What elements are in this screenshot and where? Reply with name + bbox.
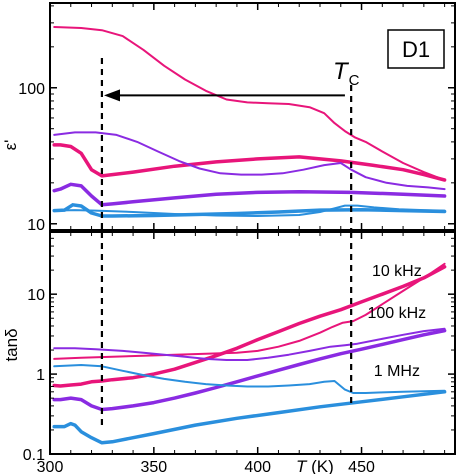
series-line-10-khz-cooling <box>52 143 447 182</box>
top-panel: 10 100 D1 TC ε' <box>1 2 456 234</box>
x-tick-label: 300 <box>37 459 64 474</box>
series-line-1-mhz-heating <box>53 364 446 394</box>
series-line-1-mhz-cooling <box>52 203 447 218</box>
series-line-10-khz-cooling <box>52 265 447 388</box>
x-axis-unit: (K) <box>306 457 333 474</box>
top-panel-frame <box>49 2 456 231</box>
bottom-y-axis-title: tanδ <box>2 328 21 361</box>
series-line-1-mhz-heating <box>53 204 446 217</box>
y-tick-label: 100 <box>18 81 45 98</box>
tc-label-subscript: C <box>349 72 360 89</box>
x-tick-label: 450 <box>348 459 375 474</box>
y-tick-label: 1 <box>36 367 45 384</box>
series-line-10-khz-heating <box>53 262 446 360</box>
frequency-label: 100 kHz <box>367 305 426 322</box>
y-tick-label: 0.1 <box>23 447 45 464</box>
tc-label: TC <box>333 58 360 89</box>
series-line-100-khz-cooling <box>52 182 447 207</box>
y-tick-label: 10 <box>27 287 45 304</box>
frequency-label: 1 MHz <box>374 363 420 380</box>
top-y-axis-title: ε' <box>1 140 20 151</box>
bottom-panel-frame <box>49 231 456 455</box>
bottom-panel: 0.1 1 10 300 350 400 450 10 kHz 100 kHz 1 MHz ta… <box>2 231 456 474</box>
top-series-group <box>52 26 447 218</box>
frequency-labels: 10 kHz 100 kHz 1 MHz <box>367 263 426 380</box>
x-tick-label: 350 <box>140 459 167 474</box>
x-axis-title: T (K) <box>296 457 334 474</box>
frequency-label: 10 kHz <box>372 263 422 280</box>
series-line-100-khz-cooling <box>52 328 447 412</box>
series-line-10-khz-heating <box>53 26 446 181</box>
hysteresis-arrow-head <box>104 89 120 102</box>
x-tick-label: 400 <box>244 459 271 474</box>
series-line-100-khz-heating <box>53 327 446 361</box>
sample-label-box <box>387 29 445 69</box>
series-line-1-mhz-cooling <box>52 390 447 445</box>
sample-label: D1 <box>402 37 430 62</box>
bottom-series-group <box>52 262 447 445</box>
y-tick-label: 10 <box>27 217 45 234</box>
series-line-100-khz-heating <box>53 131 446 191</box>
